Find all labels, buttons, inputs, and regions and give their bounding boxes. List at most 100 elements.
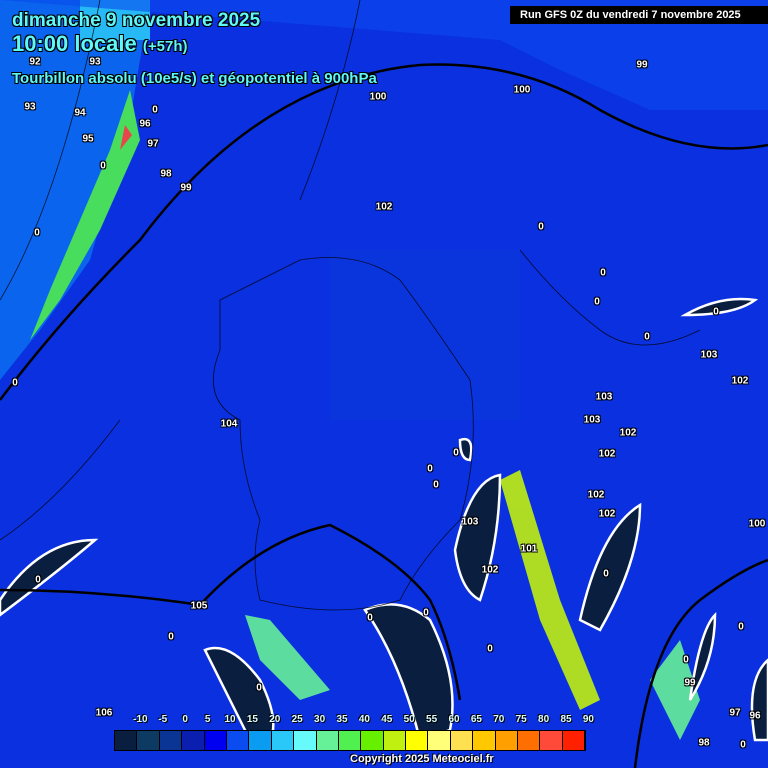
geopotential-label: 103 [700,349,718,361]
vorticity-label: 0 [713,306,719,318]
legend-tick: 65 [470,714,482,725]
geopotential-contours [0,63,768,768]
legend-tick: 90 [582,714,594,725]
geopotential-label: 100 [513,84,531,96]
geopotential-label: 102 [587,489,605,501]
geopotential-label: 102 [731,375,749,387]
vorticity-label: 0 [738,621,744,633]
vorticity-label: 0 [594,296,600,308]
geopotential-label: 103 [461,516,479,528]
lead-time: (+57h) [142,38,188,55]
legend-swatch [562,731,586,750]
vorticity-label: 0 [644,331,650,343]
local-time: 10:00 locale [12,31,137,56]
legend-tick: 55 [426,714,438,725]
geopotential-label: 94 [74,107,86,119]
geopotential-label: 100 [369,91,387,103]
geopotential-label: 102 [619,427,637,439]
color-legend [114,730,587,751]
legend-tick: 85 [560,714,572,725]
legend-swatch [226,731,250,750]
vorticity-label: 0 [740,739,746,751]
field-description: Tourbillon absolu (10e5/s) et géopotenti… [12,70,377,87]
legend-swatch [316,731,339,750]
geopotential-label: 96 [749,710,761,722]
legend-swatch [495,731,519,750]
vorticity-label: 0 [100,160,106,172]
legend-tick: -10 [133,714,148,725]
geopotential-label: 100 [748,518,766,530]
legend-swatch [383,731,407,750]
legend-tick: 70 [493,714,505,725]
legend-tick: 15 [246,714,258,725]
legend-tick: 75 [515,714,527,725]
geopotential-label: 93 [24,101,36,113]
legend-swatch [338,731,362,750]
legend-swatch [406,731,429,750]
legend-swatch [137,731,160,750]
geopotential-label: 104 [220,418,238,430]
vorticity-label: 0 [152,104,158,116]
legend-ticks: -10 -5 0 5 10 15 20 25 30 35 40 45 50 55 60 65 70 75 80 85 9… [114,714,604,728]
legend-tick: 40 [358,714,370,725]
geopotential-label: 95 [82,133,94,145]
geopotential-label: 99 [180,182,192,194]
geopotential-label: 102 [598,508,616,520]
geopotential-label: 96 [139,118,151,130]
vorticity-label: 0 [35,574,41,586]
geopotential-label: 98 [698,737,710,749]
geopotential-label: 99 [684,677,696,689]
vorticity-label: 0 [256,682,262,694]
vorticity-label: 0 [683,654,689,666]
legend-swatch [115,731,138,750]
legend-swatch [450,731,474,750]
legend-swatch [249,731,272,750]
vorticity-label: 0 [12,377,18,389]
vorticity-patches [0,0,768,740]
vorticity-label: 0 [423,607,429,619]
geopotential-label: 101 [520,543,538,555]
geopotential-label: 102 [598,448,616,460]
legend-swatch [271,731,295,750]
run-info: Run GFS 0Z du vendredi 7 novembre 2025 [510,6,768,24]
legend-swatch [159,731,183,750]
vorticity-label: 0 [487,643,493,655]
vorticity-label: 0 [453,447,459,459]
legend-tick: 0 [182,714,188,725]
legend-swatch [204,731,227,750]
geopotential-label: 105 [190,600,208,612]
geopotential-label: 103 [583,414,601,426]
geopotential-label: 98 [160,168,172,180]
legend-tick: 25 [291,714,303,725]
borders [0,0,701,611]
legend-swatch [182,731,205,750]
legend-tick: 80 [538,714,550,725]
geopotential-label: 102 [375,201,393,213]
legend-tick: 10 [224,714,236,725]
forecast-time: 10:00 locale (+57h) [12,32,187,59]
geopotential-label: 106 [95,707,113,719]
vorticity-label: 0 [367,612,373,624]
forecast-date: dimanche 9 novembre 2025 [12,10,261,31]
vorticity-label: 0 [427,463,433,475]
legend-swatch [540,731,563,750]
vorticity-label: 0 [34,227,40,239]
geopotential-label: 97 [147,138,159,150]
legend-swatch [428,731,451,750]
legend-tick: 5 [204,714,211,725]
vorticity-label: 0 [538,221,544,233]
legend-swatch [518,731,541,750]
legend-tick: 50 [403,714,415,725]
geopotential-label: 97 [729,707,741,719]
geopotential-label: 93 [89,56,101,68]
legend-swatch [473,731,496,750]
legend-tick: 35 [336,714,348,725]
copyright: Copyright 2025 Meteociel.fr [350,753,494,765]
legend-tick: 45 [381,714,393,725]
vorticity-label: 0 [600,267,606,279]
vorticity-label: 0 [603,568,609,580]
geopotential-label: 99 [636,59,648,71]
legend-swatch [361,731,384,750]
